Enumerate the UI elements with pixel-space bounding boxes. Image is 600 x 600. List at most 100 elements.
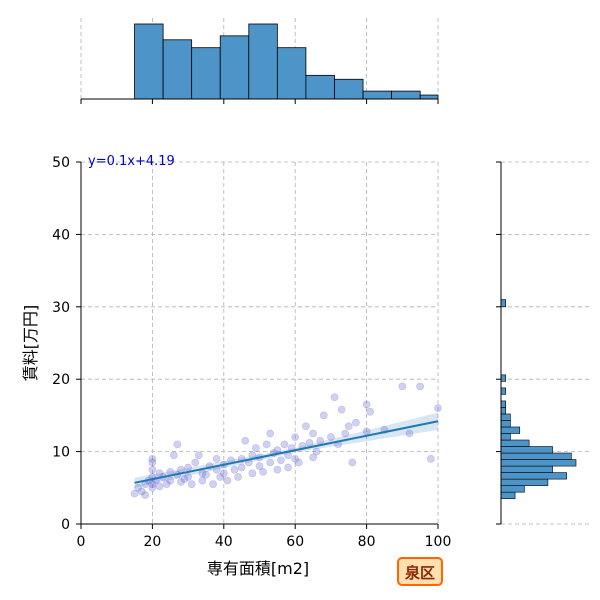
top-hist-bar [391,90,421,100]
data-point [169,451,178,460]
right-hist-bar [500,478,549,486]
data-point [366,407,375,416]
data-point [148,480,157,489]
regression-line [134,420,439,484]
data-point [266,458,275,467]
top-hist-bar [191,47,221,100]
data-point [326,433,335,442]
data-point [130,489,139,498]
right-hist-bar [500,491,516,499]
data-point [262,440,271,449]
data-point [162,480,171,489]
data-point [319,411,328,420]
data-point [148,454,157,463]
regression-band [134,412,439,488]
x-axis-label: 専有面積[m2] [207,559,309,578]
y-axis-label: 賃料[万円] [21,305,40,382]
data-point [309,429,317,438]
data-point [416,382,425,391]
right-hist-bar [500,400,506,408]
x-tick-label: 0 [77,534,86,550]
right-hist-bar [500,472,567,480]
y-tick-label: 40 [52,227,70,243]
data-point [202,470,210,479]
data-point [398,382,407,391]
x-tick-label: 80 [358,534,376,550]
data-point [209,480,217,489]
data-point [405,429,414,438]
data-point [173,440,182,449]
data-point [219,469,228,478]
data-point [184,463,192,472]
data-point [223,476,232,485]
data-point [141,491,150,499]
right-hist-bar [500,459,577,467]
y-tick-label: 0 [61,517,70,533]
data-point [362,427,371,436]
data-point [341,429,350,438]
data-point [234,473,242,481]
data-point [266,429,275,438]
data-point [194,451,203,460]
data-point [351,418,360,427]
data-point [148,483,157,492]
data-point [148,465,157,474]
scatter-points [130,382,442,499]
data-point [248,469,257,478]
data-point [252,444,260,452]
right-hist-bar [500,485,525,493]
x-tick-label: 60 [286,534,304,550]
data-point [237,463,246,472]
district-badge: 泉区 [397,557,443,586]
data-point [344,422,353,431]
axes [76,98,502,529]
right-hist-bar [500,407,506,415]
badge-label: 泉区 [404,564,435,582]
data-point [180,475,189,484]
top-hist-bar [276,47,307,100]
y-tick-label: 10 [52,445,70,461]
data-point [284,463,292,472]
top-hist-bar [362,90,392,100]
top-hist-bar [219,35,250,100]
data-point [348,458,357,467]
right-hist-bar [500,439,530,447]
right-hist-bar [500,465,553,473]
data-point [280,440,289,449]
right-hist-bar [500,446,553,454]
data-point [312,447,321,456]
data-point [137,487,146,496]
data-point [212,454,221,463]
data-point [294,458,303,467]
regression-equation: y=0.1x+4.19 [88,154,175,169]
right-hist-bar [500,420,511,428]
data-point [230,465,239,474]
y-tick-label: 50 [52,155,70,171]
y-tick-label: 20 [52,372,70,388]
data-point [434,404,442,413]
regression-line-path [134,420,439,484]
data-point [259,467,267,476]
data-point [291,433,300,442]
top-hist-bar [334,78,364,100]
top-hist-bar [248,23,278,100]
data-point [241,436,250,445]
right-histogram [500,299,577,499]
data-point [216,473,225,481]
data-point [187,480,196,489]
data-point [305,439,314,447]
top-hist-bar [305,74,335,100]
data-point [134,483,143,492]
data-point [166,476,175,485]
data-point [177,478,185,486]
top-histogram [134,23,439,100]
data-point [426,454,435,463]
x-tick-label: 40 [215,534,233,550]
x-tick-label: 100 [425,534,452,550]
data-point [302,422,310,431]
data-point [291,454,300,463]
data-point [337,405,346,414]
right-hist-bar [500,433,511,441]
data-point [330,393,339,402]
